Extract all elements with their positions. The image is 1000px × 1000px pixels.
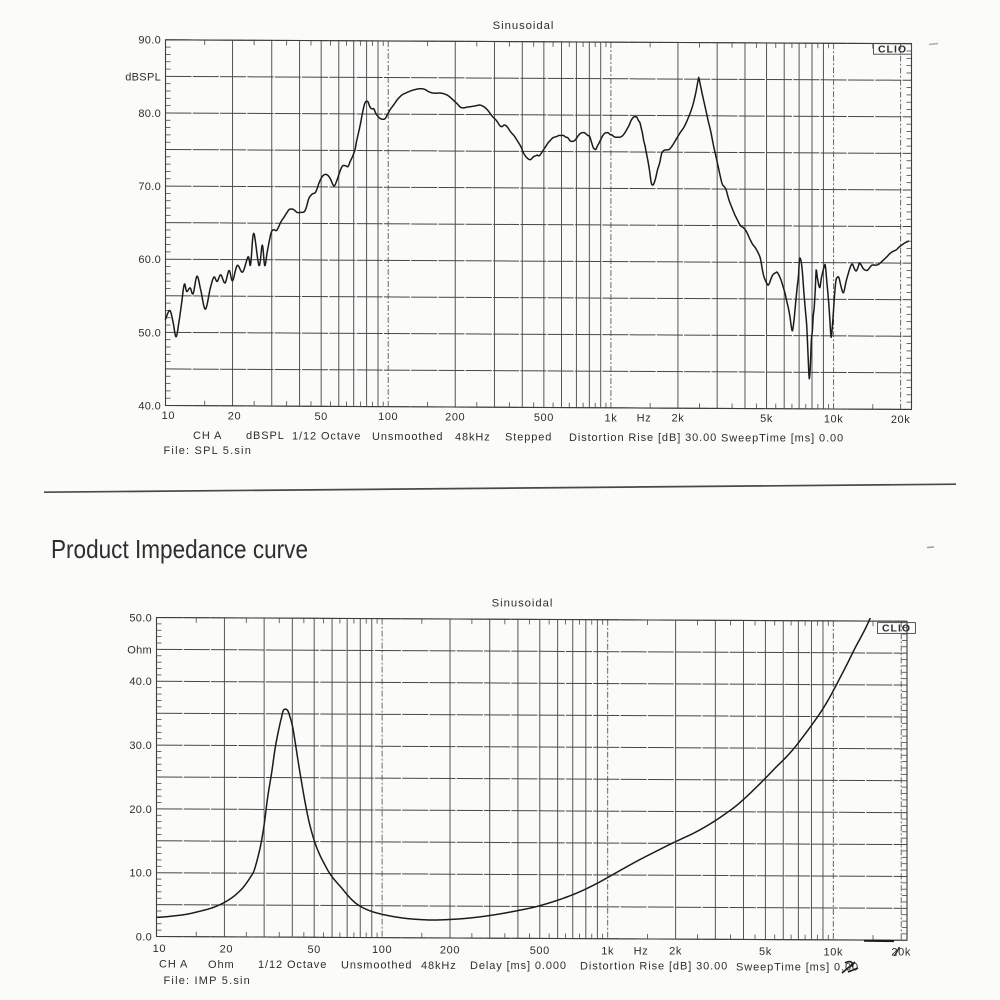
svg-text:50.0: 50.0 [129,612,152,624]
svg-text:5k: 5k [760,413,773,425]
svg-text:100: 100 [372,944,392,956]
svg-text:50.0: 50.0 [138,327,161,339]
svg-text:Ohm: Ohm [127,644,152,656]
svg-text:20k: 20k [891,414,911,426]
svg-text:50: 50 [307,944,320,956]
svg-text:CH A: CH A [193,430,222,442]
svg-text:2k: 2k [669,946,682,958]
svg-text:SweepTime [ms] 0.00: SweepTime [ms] 0.00 [736,961,859,973]
svg-text:20.0: 20.0 [129,804,152,816]
svg-text:500: 500 [530,945,550,957]
svg-text:Distortion Rise [dB] 30.00: Distortion Rise [dB] 30.00 [580,961,728,973]
svg-text:48kHz: 48kHz [421,960,457,972]
svg-text:SweepTime [ms] 0.00: SweepTime [ms] 0.00 [721,433,844,445]
svg-text:Sinusoidal: Sinusoidal [493,20,555,32]
svg-text:1k: 1k [601,945,614,957]
svg-text:File: IMP 5.sin: File: IMP 5.sin [164,975,252,987]
svg-text:48kHz: 48kHz [455,431,491,443]
svg-text:10.0: 10.0 [129,868,152,880]
svg-text:30.0: 30.0 [129,740,152,752]
svg-text:Distortion Rise [dB] 30.00: Distortion Rise [dB] 30.00 [569,432,717,444]
svg-text:20: 20 [220,943,233,955]
svg-text:40.0: 40.0 [129,676,152,688]
svg-text:Unsmoothed: Unsmoothed [341,959,412,971]
svg-text:500: 500 [534,412,554,424]
svg-text:200: 200 [445,412,465,424]
svg-text:Stepped: Stepped [505,432,552,444]
svg-text:Hz: Hz [637,413,652,425]
svg-text:Sinusoidal: Sinusoidal [492,598,554,610]
svg-text:10k: 10k [824,946,844,958]
svg-text:20k: 20k [891,947,911,959]
svg-text:dBSPL: dBSPL [125,71,161,83]
svg-text:CLIO: CLIO [878,43,907,55]
svg-text:Hz: Hz [634,945,649,957]
svg-text:1k: 1k [604,412,617,424]
svg-text:2k: 2k [671,413,684,425]
svg-text:Product Impedance curve: Product Impedance curve [51,534,308,564]
svg-text:50: 50 [314,411,327,423]
svg-text:Ohm: Ohm [208,959,235,971]
svg-text:10: 10 [153,943,166,955]
svg-text:40.0: 40.0 [138,400,161,412]
svg-text:10: 10 [162,410,175,422]
svg-text:80.0: 80.0 [138,108,161,120]
svg-text:100: 100 [378,411,398,423]
svg-text:5k: 5k [759,946,772,958]
svg-text:Delay [ms] 0.000: Delay [ms] 0.000 [470,960,567,972]
svg-text:200: 200 [440,945,460,957]
svg-text:70.0: 70.0 [138,181,161,193]
svg-text:0.0: 0.0 [136,931,152,943]
svg-text:Unsmoothed: Unsmoothed [372,431,443,443]
svg-text:60.0: 60.0 [138,254,161,266]
svg-text:dBSPL: dBSPL [246,430,285,442]
svg-text:1/12 Octave: 1/12 Octave [258,959,327,971]
svg-text:File: SPL 5.sin: File: SPL 5.sin [164,445,253,457]
svg-text:CLIO: CLIO [882,623,911,635]
svg-text:20: 20 [228,410,241,422]
svg-text:CH A: CH A [159,959,188,971]
svg-text:1/12 Octave: 1/12 Octave [292,431,361,443]
svg-text:90.0: 90.0 [138,35,161,47]
svg-text:10k: 10k [824,414,844,426]
